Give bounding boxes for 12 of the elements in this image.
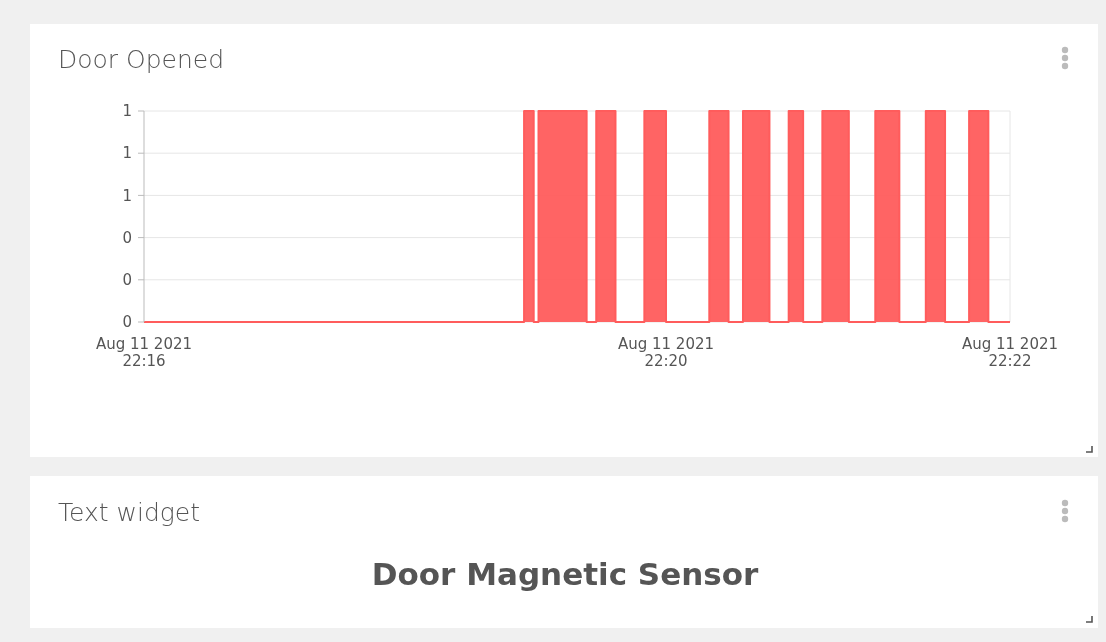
text: Text widget	[58, 498, 200, 527]
y-tick-label: 0	[122, 313, 132, 332]
y-tick-label: 1	[122, 186, 132, 205]
y-tick-label: 1	[122, 102, 132, 121]
x-tick-label: Aug 11 2021 22:20	[617, 335, 715, 370]
x-tick-label: Aug 11 2021 22:22	[961, 335, 1059, 370]
y-tick-label: 0	[122, 271, 132, 290]
text: Door Magnetic Sensor	[371, 556, 759, 592]
x-tick-label: Aug 11 2021 22:16	[95, 335, 193, 370]
chart-title: Door Opened	[58, 45, 225, 74]
y-tick-label: 1	[122, 144, 132, 163]
y-tick-label: 0	[122, 228, 132, 247]
